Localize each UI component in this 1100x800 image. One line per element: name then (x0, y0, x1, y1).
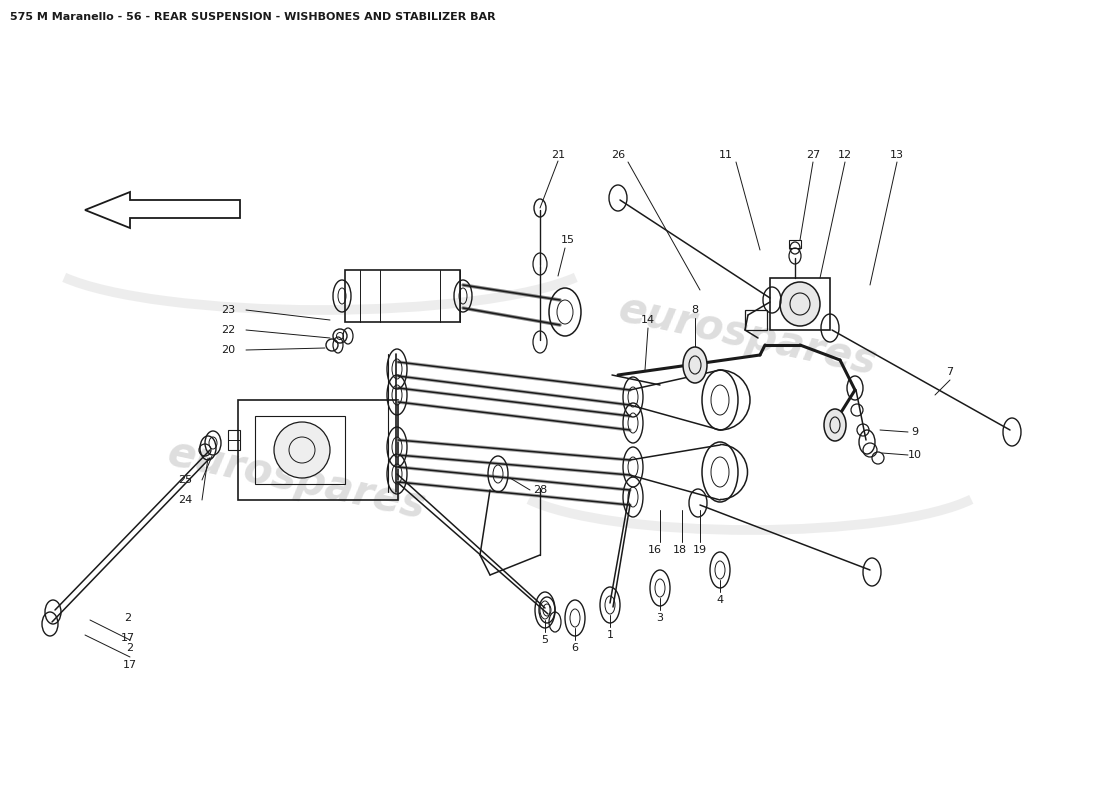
Bar (745, 310, 767, 330)
Bar (789, 240, 801, 248)
Ellipse shape (780, 282, 820, 326)
Text: 10: 10 (908, 450, 922, 460)
Bar (345, 270, 460, 322)
Text: 11: 11 (719, 150, 733, 160)
Text: 17: 17 (123, 660, 138, 670)
Text: 6: 6 (572, 643, 579, 653)
Bar (770, 278, 830, 330)
Text: 2: 2 (124, 613, 132, 623)
Text: 3: 3 (657, 613, 663, 623)
Text: 16: 16 (648, 545, 662, 555)
Text: 575 M Maranello - 56 - REAR SUSPENSION - WISHBONES AND STABILIZER BAR: 575 M Maranello - 56 - REAR SUSPENSION -… (10, 12, 496, 22)
Text: 27: 27 (806, 150, 821, 160)
Bar (238, 400, 398, 500)
Text: 28: 28 (532, 485, 547, 495)
Bar (228, 430, 240, 450)
Text: 18: 18 (673, 545, 688, 555)
Ellipse shape (274, 422, 330, 478)
Text: 14: 14 (641, 315, 656, 325)
Text: 17: 17 (121, 633, 135, 643)
Polygon shape (85, 192, 240, 228)
Text: eurospares: eurospares (615, 288, 881, 384)
Text: 4: 4 (716, 595, 724, 605)
Text: 23: 23 (221, 305, 235, 315)
Ellipse shape (824, 409, 846, 441)
Ellipse shape (683, 347, 707, 383)
Text: 8: 8 (692, 305, 698, 315)
Text: 1: 1 (606, 630, 614, 640)
Bar (255, 416, 345, 484)
Text: 24: 24 (178, 495, 192, 505)
Text: 2: 2 (126, 643, 133, 653)
Text: eurospares: eurospares (164, 432, 430, 528)
Text: 21: 21 (551, 150, 565, 160)
Text: 7: 7 (946, 367, 954, 377)
Text: 15: 15 (561, 235, 575, 245)
Text: 25: 25 (178, 475, 192, 485)
Text: 22: 22 (221, 325, 235, 335)
Text: 9: 9 (912, 427, 918, 437)
Text: 12: 12 (838, 150, 853, 160)
Text: 19: 19 (693, 545, 707, 555)
Text: 20: 20 (221, 345, 235, 355)
Text: 26: 26 (610, 150, 625, 160)
Text: 13: 13 (890, 150, 904, 160)
Text: 5: 5 (541, 635, 549, 645)
